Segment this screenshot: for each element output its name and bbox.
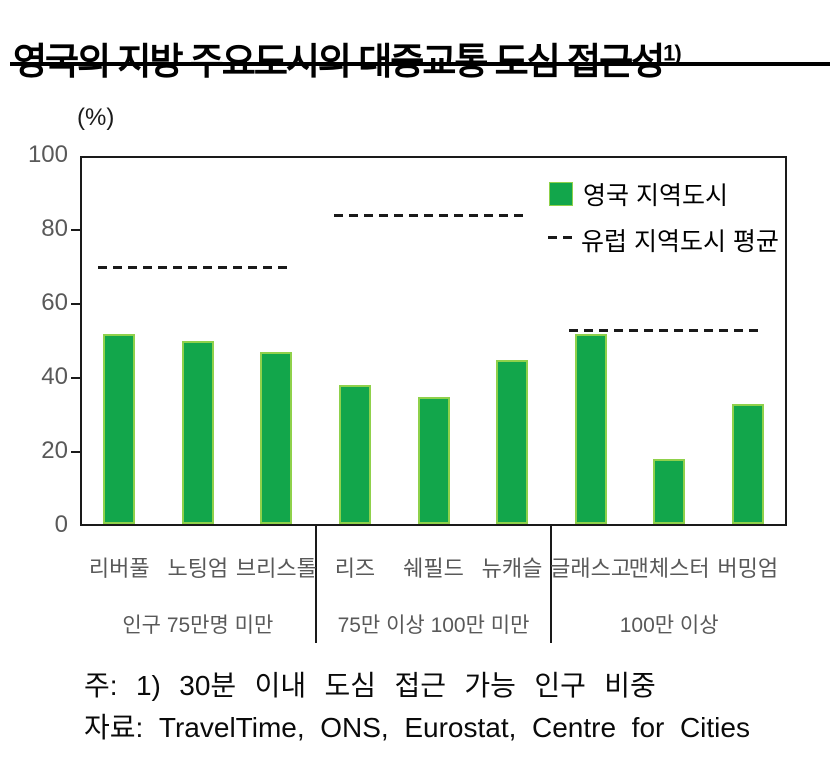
y-tick-mark — [71, 303, 80, 305]
page-title-footnote-marker: 1) — [663, 40, 682, 66]
y-tick-label: 20 — [41, 437, 68, 464]
x-label-맨체스터: 맨체스터 — [628, 556, 710, 581]
bar-글래스고 — [574, 333, 607, 524]
bar-맨체스터 — [653, 459, 686, 524]
reference-line-1 — [98, 266, 290, 269]
bar-버밍엄 — [731, 403, 764, 524]
y-tick-label: 100 — [27, 141, 68, 168]
y-tick-label: 80 — [41, 215, 68, 242]
reference-line-3 — [569, 328, 762, 332]
footnote-note: 주: 1) 30분 이내 도심 접근 가능 인구 비중 — [84, 670, 656, 701]
page-title: 영국의 지방 주요도시의 대중교통 도심 접근성1) — [13, 31, 828, 85]
x-label-버밍엄: 버밍엄 — [717, 556, 779, 581]
bar-브리스톨 — [260, 352, 293, 524]
legend-bar-label: 영국 지역도시 — [583, 182, 728, 210]
y-tick-label: 40 — [41, 363, 68, 390]
bar-노팅엄 — [181, 341, 214, 524]
group-divider-1 — [314, 526, 317, 643]
legend-dash-icon — [548, 236, 575, 239]
legend-dash-label: 유럽 지역도시 평균 — [581, 228, 779, 256]
group-label-3: 100만 이상 — [619, 614, 719, 637]
bar-리버풀 — [103, 333, 136, 524]
y-tick-label: 60 — [41, 289, 68, 316]
legend-bar-swatch — [549, 182, 573, 206]
y-axis-unit-label: (%) — [77, 104, 115, 131]
group-label-2: 75만 이상 100만 미만 — [337, 614, 530, 637]
reference-line-2 — [333, 214, 526, 218]
page-title-text: 영국의 지방 주요도시의 대중교통 도심 접근성 — [13, 40, 665, 82]
bar-쉐필드 — [417, 396, 450, 524]
group-divider-2 — [550, 526, 553, 643]
footnote-source: 자료: TravelTime, ONS, Eurostat, Centre fo… — [84, 712, 750, 743]
title-underline — [10, 62, 830, 66]
bar-리즈 — [338, 385, 371, 524]
y-tick-mark — [71, 377, 80, 379]
x-label-뉴캐슬: 뉴캐슬 — [481, 556, 543, 581]
x-label-노팅엄: 노팅엄 — [167, 556, 229, 581]
group-label-1: 인구 75만명 미만 — [122, 614, 274, 637]
y-tick-mark — [71, 451, 80, 453]
x-label-쉐필드: 쉐필드 — [403, 556, 464, 581]
x-label-리즈: 리즈 — [334, 556, 376, 581]
bar-뉴캐슬 — [496, 359, 529, 524]
x-label-리버풀: 리버풀 — [88, 556, 150, 581]
y-tick-label: 0 — [54, 511, 68, 538]
x-label-글래스고: 글래스고 — [550, 556, 632, 581]
y-tick-mark — [71, 229, 80, 231]
x-label-브리스톨: 브리스톨 — [235, 556, 317, 581]
